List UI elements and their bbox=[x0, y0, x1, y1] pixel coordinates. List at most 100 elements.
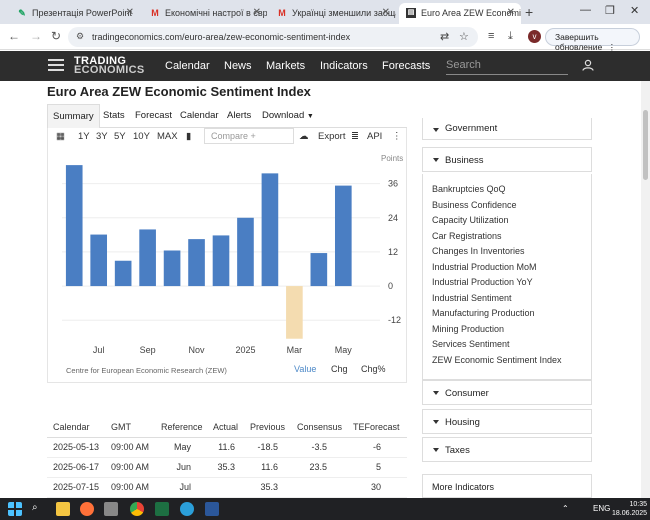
site-search-input[interactable]: Search bbox=[446, 58, 568, 75]
range-5y[interactable]: 5Y bbox=[114, 131, 126, 142]
browser-tab-active[interactable]: ▤ Euro Area ZEW Economic Se ✕ bbox=[399, 3, 521, 24]
chart-bar[interactable] bbox=[261, 173, 279, 287]
nav-indicators[interactable]: Indicators bbox=[320, 60, 368, 72]
range-3y[interactable]: 3Y bbox=[96, 131, 108, 142]
tab-stats[interactable]: Stats bbox=[103, 110, 125, 121]
url-field[interactable]: ⚙ tradingeconomics.com/euro-area/zew-eco… bbox=[68, 27, 478, 47]
chart-bar[interactable] bbox=[114, 260, 132, 287]
chart-option-chg-pct[interactable]: Chg% bbox=[361, 364, 386, 374]
export-button[interactable]: Export bbox=[318, 131, 346, 142]
close-window-icon[interactable]: ✕ bbox=[630, 5, 640, 17]
tab-alerts[interactable]: Alerts bbox=[227, 110, 252, 121]
browser-tab-1[interactable]: ✎ Презентація PowerPoint ✕ bbox=[10, 3, 140, 24]
close-tab-icon[interactable]: ✕ bbox=[252, 7, 261, 18]
link-manufacturing-production[interactable]: Manufacturing Production bbox=[432, 308, 535, 318]
link-business-confidence[interactable]: Business Confidence bbox=[432, 200, 517, 210]
taskbar-app-icon[interactable] bbox=[104, 502, 118, 516]
range-max[interactable]: MAX bbox=[157, 131, 178, 142]
browser-tab-3[interactable]: M Українці зменшили заощад ✕ bbox=[270, 3, 396, 24]
tab-forecast[interactable]: Forecast bbox=[135, 110, 172, 121]
firefox-icon[interactable] bbox=[80, 502, 94, 516]
compare-input[interactable]: Compare + bbox=[204, 128, 294, 144]
keyboard-language[interactable]: ENG bbox=[593, 504, 611, 513]
chart-bar[interactable] bbox=[139, 229, 156, 287]
nav-calendar[interactable]: Calendar bbox=[165, 60, 210, 72]
nav-forecasts[interactable]: Forecasts bbox=[382, 60, 431, 72]
range-1y[interactable]: 1Y bbox=[78, 131, 90, 142]
chart-bar[interactable] bbox=[90, 234, 108, 287]
file-explorer-icon[interactable] bbox=[56, 502, 70, 516]
section-business[interactable]: Business bbox=[422, 147, 592, 172]
site-info-icon[interactable]: ⚙ bbox=[76, 31, 85, 41]
tab-summary[interactable]: Summary bbox=[47, 104, 100, 128]
link-zew-economic-sentiment[interactable]: ZEW Economic Sentiment Index bbox=[432, 355, 562, 365]
link-industrial-production-yoy[interactable]: Industrial Production YoY bbox=[432, 277, 533, 287]
section-consumer[interactable]: Consumer bbox=[422, 380, 592, 405]
chart-bar[interactable] bbox=[163, 250, 181, 287]
link-capacity-utilization[interactable]: Capacity Utilization bbox=[432, 215, 509, 225]
chart-bar[interactable] bbox=[286, 286, 303, 339]
translate-icon[interactable]: ⇄ bbox=[440, 31, 450, 43]
edge-icon[interactable] bbox=[180, 502, 194, 516]
download-icon[interactable]: ⤓ bbox=[508, 30, 513, 42]
link-industrial-production-mom[interactable]: Industrial Production MoM bbox=[432, 262, 537, 272]
chart-source[interactable]: Centre for European Economic Research (Z… bbox=[66, 366, 227, 375]
export-cloud-icon[interactable]: ☁ bbox=[299, 131, 309, 142]
reload-icon[interactable]: ↻ bbox=[51, 29, 62, 43]
calendar-icon[interactable]: ▦ bbox=[56, 131, 65, 142]
nav-markets[interactable]: Markets bbox=[266, 60, 306, 72]
tray-chevron-icon[interactable]: ⌃ bbox=[562, 504, 569, 513]
search-icon[interactable]: ⌕ bbox=[32, 502, 38, 513]
page-scrollbar-thumb[interactable] bbox=[643, 110, 648, 180]
browser-tab-2[interactable]: M Економічні настрої в європе ✕ bbox=[143, 3, 267, 24]
link-changes-in-inventories[interactable]: Changes In Inventories bbox=[432, 246, 525, 256]
site-logo[interactable]: TRADING ECONOMICS bbox=[74, 56, 145, 76]
chart-bar[interactable] bbox=[310, 253, 328, 287]
section-taxes[interactable]: Taxes bbox=[422, 437, 592, 462]
close-tab-icon[interactable]: ✕ bbox=[381, 7, 390, 18]
tab-calendar[interactable]: Calendar bbox=[180, 110, 219, 121]
chart-bar[interactable] bbox=[65, 165, 83, 287]
chart-bar[interactable] bbox=[334, 185, 352, 287]
maximize-icon[interactable]: ❐ bbox=[605, 5, 615, 17]
excel-icon[interactable] bbox=[155, 502, 169, 516]
chart-bar[interactable] bbox=[212, 235, 230, 287]
chart-option-chg[interactable]: Chg bbox=[331, 364, 348, 374]
link-industrial-sentiment[interactable]: Industrial Sentiment bbox=[432, 293, 512, 303]
link-mining-production[interactable]: Mining Production bbox=[432, 324, 505, 334]
hamburger-menu-icon[interactable] bbox=[48, 59, 64, 71]
media-control-icon[interactable]: ≡ bbox=[488, 30, 495, 42]
range-10y[interactable]: 10Y bbox=[133, 131, 150, 142]
update-browser-button[interactable]: Завершить обновление ⋮ bbox=[545, 28, 640, 52]
chart-option-value[interactable]: Value bbox=[294, 364, 317, 374]
forward-icon[interactable]: → bbox=[30, 29, 42, 43]
close-tab-icon[interactable]: ✕ bbox=[506, 7, 515, 18]
user-account-icon[interactable] bbox=[582, 59, 594, 71]
chart-bar[interactable] bbox=[188, 239, 205, 287]
system-clock[interactable]: 10:35 18.06.2025 bbox=[612, 500, 647, 518]
chart-bar[interactable] bbox=[237, 217, 254, 287]
tab-download[interactable]: Download ▼ bbox=[262, 110, 314, 121]
back-icon[interactable]: ← bbox=[8, 29, 20, 43]
section-government[interactable]: Government bbox=[422, 118, 592, 140]
windows-start-icon[interactable] bbox=[8, 502, 22, 516]
bar-chart[interactable]: 36 24 12 0 -12 Jul Sep Nov 2025 Mar May bbox=[48, 148, 408, 363]
link-services-sentiment[interactable]: Services Sentiment bbox=[432, 339, 510, 349]
api-button[interactable]: API bbox=[367, 131, 383, 142]
word-icon[interactable] bbox=[205, 502, 219, 516]
section-housing[interactable]: Housing bbox=[422, 409, 592, 434]
new-tab-icon[interactable]: + bbox=[525, 4, 534, 20]
link-bankruptcies-qoq[interactable]: Bankruptcies QoQ bbox=[432, 184, 506, 194]
database-icon[interactable]: ≣ bbox=[351, 131, 359, 142]
bookmark-star-icon[interactable]: ☆ bbox=[459, 31, 469, 43]
profile-avatar[interactable]: v bbox=[528, 30, 541, 43]
close-tab-icon[interactable]: ✕ bbox=[125, 7, 134, 18]
minimize-icon[interactable]: — bbox=[580, 4, 591, 16]
chart-type-bar-icon[interactable]: ▮ bbox=[186, 131, 192, 142]
chrome-icon[interactable] bbox=[130, 502, 144, 516]
page-scrollbar[interactable] bbox=[641, 81, 650, 498]
more-indicators-button[interactable]: More Indicators bbox=[422, 474, 592, 498]
nav-news[interactable]: News bbox=[224, 60, 252, 72]
link-car-registrations[interactable]: Car Registrations bbox=[432, 231, 502, 241]
chart-menu-icon[interactable]: ⋮ bbox=[392, 131, 402, 142]
